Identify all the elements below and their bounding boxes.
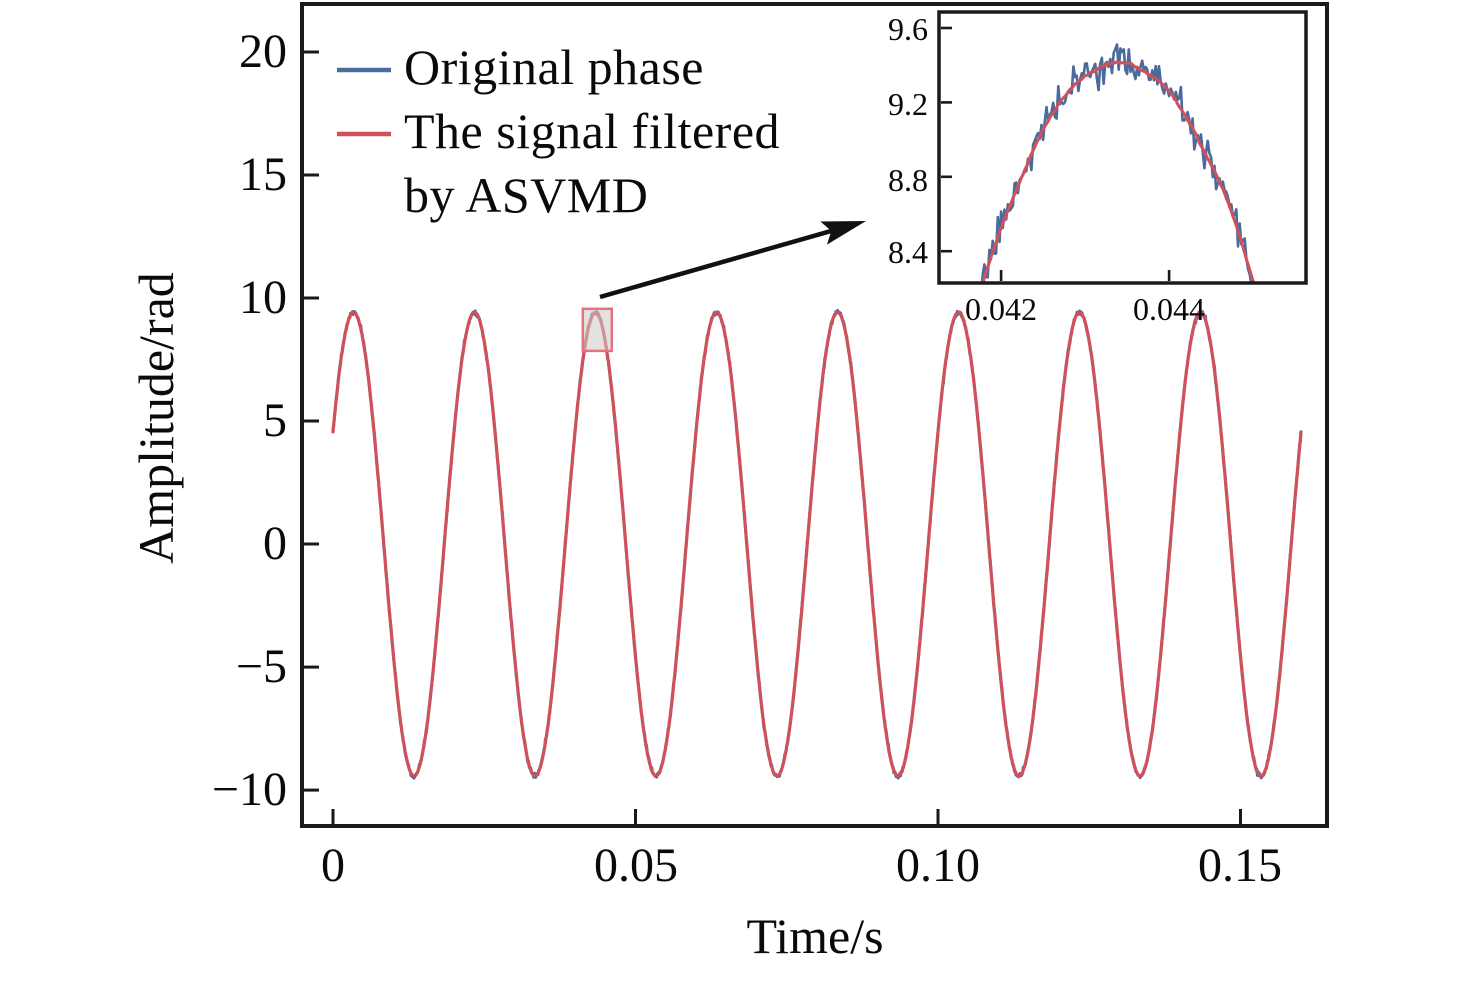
inset-y-tick-label: 8.4	[888, 234, 928, 270]
y-tick-label: −5	[236, 640, 287, 693]
inset-curves-layer	[980, 43, 1256, 283]
series-the-signal-filtered-by-asvmd	[981, 60, 1256, 283]
x-tick-label: 0.15	[1198, 839, 1282, 892]
inset-x-tick-label: 0.044	[1133, 291, 1205, 327]
inset-x-tick-label: 0.042	[965, 291, 1037, 327]
y-tick-label: 5	[263, 394, 287, 447]
zoom-arrow-head	[820, 221, 866, 245]
legend-label-filtered-line2: by ASVMD	[404, 167, 648, 223]
main-axis-ticks	[304, 50, 1242, 824]
x-axis-title: Time/s	[746, 908, 883, 964]
y-tick-label: 10	[239, 271, 287, 324]
legend: Original phase The signal filtered by AS…	[337, 39, 780, 223]
y-tick-label: 15	[239, 148, 287, 201]
inset-y-tick-label: 9.6	[888, 11, 928, 47]
main-plot-frame	[300, 2, 1329, 828]
zoom-region-rect	[581, 307, 614, 353]
y-tick-label: 20	[239, 25, 287, 78]
inset-axis-ticks	[941, 26, 1171, 281]
y-tick-label: −10	[212, 763, 287, 816]
y-axis-title: Amplitude/rad	[128, 272, 184, 564]
legend-label-original-phase: Original phase	[404, 39, 704, 95]
inset-y-tick-label: 8.8	[888, 162, 928, 198]
zoom-arrow	[599, 221, 866, 300]
inset-y-tick-label: 9.2	[888, 86, 928, 122]
main-curves-layer	[331, 308, 1303, 780]
zoom-arrow-shaft	[599, 228, 832, 300]
inset-frame	[937, 10, 1308, 285]
x-tick-label: 0.05	[594, 839, 678, 892]
legend-label-filtered-line1: The signal filtered	[404, 103, 780, 159]
x-tick-label: 0	[321, 839, 345, 892]
x-tick-label: 0.10	[896, 839, 980, 892]
series-the-signal-filtered-by-asvmd	[331, 310, 1303, 778]
y-tick-label: 0	[263, 517, 287, 570]
